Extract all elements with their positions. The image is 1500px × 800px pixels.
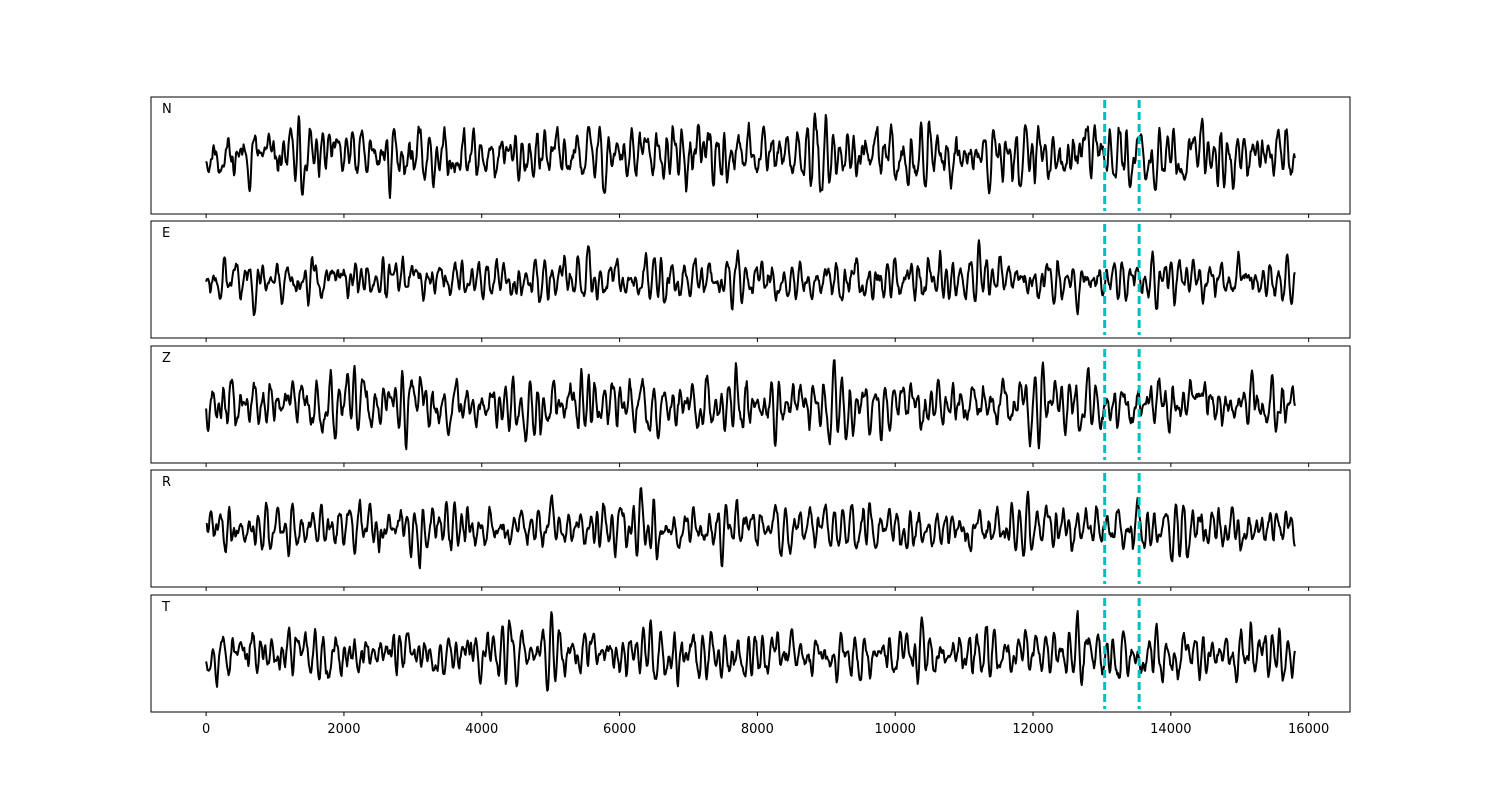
panel-frame [150,220,1351,339]
panel-t: T [150,594,1351,716]
x-axis: 0 2000 4000 6000 8000 10000 12000 14000 16000 [202,722,1329,737]
x-tick-label: 8000 [741,722,774,737]
panel-label: T [161,600,170,615]
x-tick-label: 10000 [875,722,916,737]
panel-e: E [150,220,1351,342]
panel-label: N [162,102,172,117]
x-tick-label: 2000 [327,722,360,737]
x-tick-label: 16000 [1288,722,1329,737]
trace-line [205,487,1296,570]
panel-frame [150,469,1351,588]
trace-line [205,609,1296,692]
x-tick-label: 0 [202,722,210,737]
panel-r: R [150,469,1351,591]
panel-frame [150,345,1351,464]
trace-line [205,359,1296,451]
trace-line [205,239,1296,317]
panel-label: E [162,226,170,241]
panels-group: N E Z R T [150,96,1351,716]
panel-n: N [150,96,1351,218]
x-tick-label: 4000 [465,722,498,737]
trace-line [205,112,1296,200]
x-tick-label: 14000 [1150,722,1191,737]
panel-z: Z [150,345,1351,467]
panel-label: Z [162,351,171,366]
x-tick-label: 12000 [1012,722,1053,737]
x-tick-label: 6000 [603,722,636,737]
panel-label: R [162,475,171,490]
